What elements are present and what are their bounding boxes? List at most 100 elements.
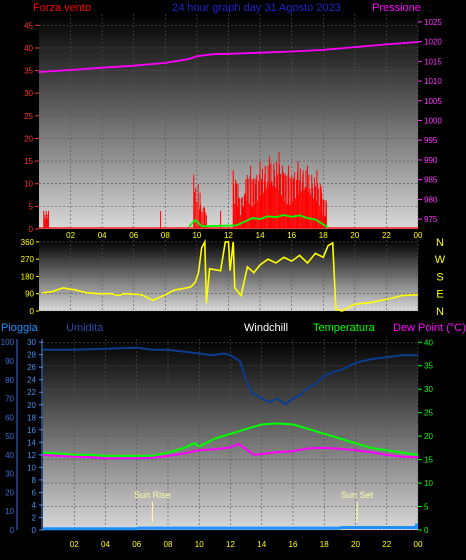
legend-dewpoint: Dew Point (°C) <box>393 322 466 334</box>
pressure-axis-title: Pressione <box>372 2 421 14</box>
pressure-tick-label: 1025 <box>424 18 442 27</box>
compass-label: S <box>436 271 443 283</box>
temp-tick-label: 25 <box>424 409 433 418</box>
humidity-tick-label: 30 <box>5 470 14 479</box>
direction-tick-label: 90 <box>25 290 34 299</box>
temp-tick-label: 30 <box>424 385 433 394</box>
pressure-tick-label: 1015 <box>424 57 442 66</box>
hour-tick-label: 04 <box>101 540 110 549</box>
temp-tick-label: 10 <box>424 479 433 488</box>
hour-tick-label: 00 <box>414 231 423 240</box>
compass-label: W <box>435 254 446 266</box>
direction-tick-label: 270 <box>21 255 35 264</box>
hour-tick-label: 18 <box>320 540 329 549</box>
hour-tick-label: 00 <box>414 540 423 549</box>
rain-tick-label: 28 <box>27 351 36 360</box>
pressure-tick-label: 1000 <box>424 117 442 126</box>
humidity-tick-label: 80 <box>5 376 14 385</box>
wind-tick-label: 0 <box>29 225 34 234</box>
rain-line <box>43 523 418 531</box>
rain-tick-label: 4 <box>32 501 37 510</box>
legend-umidita: Umidita <box>66 322 104 334</box>
humidity-tick-label: 20 <box>5 488 14 497</box>
rain-tick-label: 26 <box>27 363 36 372</box>
humidity-tick-label: 40 <box>5 451 14 460</box>
hour-tick-label: 12 <box>224 231 233 240</box>
sun-rise-label: Sun Rise <box>134 490 171 500</box>
pressure-line <box>38 41 419 73</box>
rain-tick-label: 12 <box>27 451 36 460</box>
hour-tick-label: 06 <box>132 540 141 549</box>
compass-label: N <box>436 306 444 318</box>
hour-tick-label: 08 <box>164 540 173 549</box>
pressure-tick-label: 990 <box>424 156 438 165</box>
chart-date-title: 24 hour graph day 31 Agosto 2023 <box>172 2 341 14</box>
humidity-tick-label: 10 <box>5 507 14 516</box>
hour-tick-label: 06 <box>129 231 138 240</box>
hour-tick-label: 16 <box>287 231 296 240</box>
wind-direction-line <box>42 238 419 312</box>
pressure-tick-label: 1020 <box>424 38 442 47</box>
humidity-line <box>43 346 418 406</box>
tick-labels: 0510152025303540459759809859909951000100… <box>1 18 443 549</box>
hour-tick-label: 18 <box>319 231 328 240</box>
wind-tick-label: 45 <box>24 21 33 30</box>
hour-tick-label: 08 <box>161 231 170 240</box>
direction-tick-label: 180 <box>21 272 35 281</box>
compass-label: N <box>436 237 444 249</box>
rain-tick-label: 30 <box>27 338 36 347</box>
sun-set-label: Sun Set <box>341 490 374 500</box>
temp-tick-label: 5 <box>424 503 429 512</box>
rain-tick-label: 0 <box>32 526 37 535</box>
pressure-tick-label: 985 <box>424 176 438 185</box>
wind-tick-label: 15 <box>24 157 33 166</box>
hour-tick-label: 02 <box>66 231 75 240</box>
rain-tick-label: 8 <box>32 476 37 485</box>
temp-tick-label: 40 <box>424 338 433 347</box>
pressure-tick-label: 1010 <box>424 77 442 86</box>
hour-tick-label: 22 <box>382 540 391 549</box>
wind-axis-title: Forza vento <box>33 2 91 14</box>
hour-tick-label: 20 <box>350 231 359 240</box>
dewpoint-line <box>42 442 419 460</box>
temp-tick-label: 15 <box>424 456 433 465</box>
rain-tick-label: 2 <box>32 513 37 522</box>
hour-tick-label: 16 <box>289 540 298 549</box>
rain-tick-label: 6 <box>32 488 37 497</box>
pressure-tick-label: 980 <box>424 195 438 204</box>
compass-label: E <box>436 289 443 301</box>
humidity-tick-label: 0 <box>10 526 15 535</box>
pressure-tick-label: 995 <box>424 136 438 145</box>
hour-tick-label: 04 <box>98 231 107 240</box>
temp-tick-label: 35 <box>424 362 433 371</box>
temp-tick-label: 0 <box>424 526 429 535</box>
humidity-tick-label: 90 <box>5 357 14 366</box>
hour-tick-label: 10 <box>195 540 204 549</box>
rain-tick-label: 20 <box>27 401 36 410</box>
wind-pressure-panel <box>39 14 418 229</box>
humidity-tick-label: 100 <box>1 338 15 347</box>
hour-tick-label: 12 <box>226 540 235 549</box>
wind-tick-label: 40 <box>24 44 33 53</box>
humidity-tick-label: 50 <box>5 432 14 441</box>
hour-tick-label: 10 <box>192 231 201 240</box>
hour-tick-label: 02 <box>70 540 79 549</box>
pressure-tick-label: 975 <box>424 215 438 224</box>
wind-tick-label: 20 <box>24 134 33 143</box>
rain-tick-label: 22 <box>27 388 36 397</box>
temp-tick-label: 20 <box>424 432 433 441</box>
gust-line <box>188 214 329 229</box>
rain-tick-label: 24 <box>27 376 36 385</box>
hour-tick-label: 14 <box>256 231 265 240</box>
direction-tick-label: 360 <box>21 238 35 247</box>
direction-tick-label: 0 <box>30 307 35 316</box>
hour-tick-label: 20 <box>351 540 360 549</box>
wind-tick-label: 25 <box>24 112 33 121</box>
wind-tick-label: 10 <box>24 180 33 189</box>
hour-tick-label: 22 <box>382 231 391 240</box>
wind-tick-label: 35 <box>24 67 33 76</box>
hour-tick-label: 14 <box>257 540 266 549</box>
